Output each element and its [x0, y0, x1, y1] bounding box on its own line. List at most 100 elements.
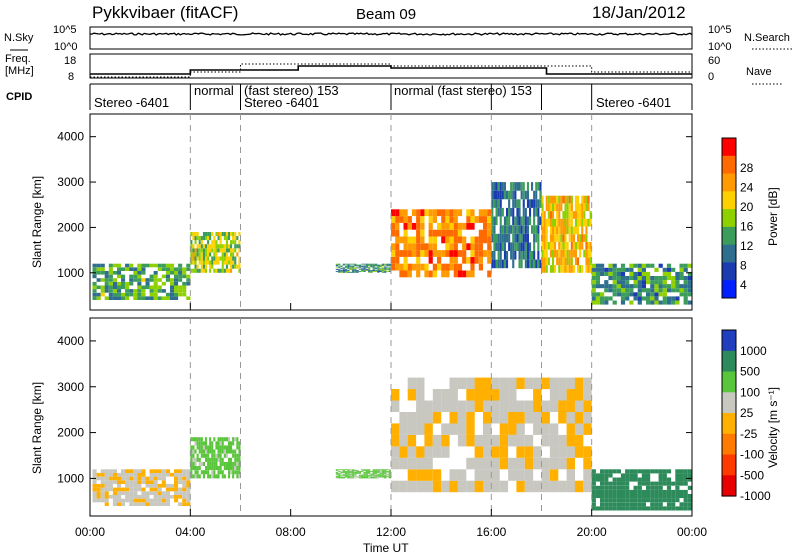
power-cell-0 — [108, 271, 113, 275]
power-cell-3 — [391, 229, 396, 237]
velocity-cell-1 — [190, 437, 193, 442]
power-cell-1 — [194, 252, 197, 257]
velocity-cell-0 — [157, 498, 162, 503]
velocity-cell-4 — [662, 473, 667, 478]
power-ytick-label-1: 3000 — [57, 175, 84, 189]
velocity-cell-1 — [211, 470, 214, 475]
velocity-cell-3 — [407, 446, 417, 458]
velocity-cell-2 — [349, 472, 352, 474]
power-cell-6 — [654, 280, 659, 285]
power-cell-5 — [549, 226, 552, 235]
power-cell-2 — [381, 271, 385, 273]
velocity-cell-0 — [145, 502, 150, 506]
power-cell-2 — [335, 269, 339, 271]
velocity-cell-0 — [100, 494, 105, 499]
power-cell-3 — [391, 222, 396, 230]
power-cell-3 — [411, 209, 417, 217]
velocity-tick-1: 500 — [740, 365, 760, 379]
power-cell-1 — [223, 232, 226, 237]
power-cell-2 — [365, 269, 368, 271]
velocity-cell-1 — [230, 457, 233, 462]
power-cell-6 — [595, 276, 600, 281]
power-cell-4 — [531, 182, 534, 191]
power-cell-3 — [466, 256, 471, 264]
velocity-cell-1 — [238, 470, 241, 475]
power-cell-2 — [386, 269, 389, 271]
velocity-cell-2 — [368, 472, 371, 474]
power-cell-5 — [564, 249, 567, 258]
velocity-cell-0 — [153, 487, 158, 492]
velocity-cell-3 — [449, 412, 458, 424]
power-cell-5 — [581, 234, 584, 242]
power-cell-2 — [361, 263, 364, 265]
velocity-cell-1 — [190, 461, 193, 466]
power-cell-5 — [558, 218, 561, 227]
velocity-cell-3 — [558, 446, 567, 458]
velocity-cell-0 — [112, 480, 117, 484]
power-cell-3 — [395, 263, 400, 271]
power-cell-2 — [377, 269, 380, 271]
power-cell-5 — [589, 257, 592, 266]
cpid-mode-4: normal (fast stereo) 153 — [394, 83, 532, 98]
power-cell-2 — [377, 270, 380, 271]
velocity-cell-0 — [121, 491, 126, 495]
velocity-cell-4 — [679, 506, 684, 511]
velocity-cell-4 — [658, 485, 663, 490]
power-cell-6 — [658, 288, 663, 293]
power-cell-3 — [474, 216, 479, 223]
power-cell-2 — [377, 265, 380, 267]
power-cell-3 — [407, 243, 412, 251]
power-cell-5 — [547, 211, 550, 219]
power-cell-3 — [437, 256, 442, 264]
velocity-cell-0 — [178, 476, 183, 481]
velocity-cell-2 — [354, 473, 357, 475]
power-cell-5 — [556, 203, 559, 212]
velocity-cell-4 — [620, 502, 626, 507]
power-cell-0 — [137, 289, 142, 293]
velocity-cell-4 — [612, 485, 617, 490]
freq-tick-bottom: 8 — [68, 71, 74, 83]
velocity-cell-1 — [236, 474, 239, 479]
power-cell-6 — [633, 292, 638, 297]
velocity-cell-2 — [365, 472, 368, 474]
velocity-cell-4 — [646, 485, 651, 490]
power-cell-5 — [577, 226, 580, 235]
power-cell-6 — [608, 263, 613, 268]
power-cell-3 — [420, 250, 425, 257]
power-cell-2 — [338, 270, 341, 271]
velocity-cell-3 — [491, 457, 500, 470]
velocity-cell-1 — [213, 453, 216, 458]
velocity-cell-3 — [541, 412, 550, 424]
power-cell-5 — [585, 249, 588, 258]
velocity-cell-0 — [108, 469, 113, 473]
velocity-cell-3 — [524, 434, 534, 447]
power-cell-2 — [340, 270, 343, 271]
power-cell-5 — [560, 234, 563, 242]
power-cell-4 — [512, 242, 515, 251]
velocity-cell-3 — [416, 389, 425, 401]
power-cell-4 — [497, 207, 500, 217]
power-cell-6 — [650, 292, 655, 297]
velocity-cell-1 — [194, 457, 197, 462]
velocity-cell-2 — [374, 473, 378, 475]
power-cell-4 — [533, 225, 536, 234]
velocity-cell-2 — [377, 474, 380, 476]
power-cell-5 — [585, 234, 588, 242]
power-cell-2 — [363, 271, 366, 272]
velocity-cell-2 — [379, 472, 382, 473]
power-tick-4: 12 — [740, 239, 754, 253]
velocity-cell-3 — [516, 400, 525, 412]
power-cell-5 — [568, 218, 571, 227]
power-cell-6 — [591, 271, 596, 276]
power-cell-0 — [129, 263, 134, 268]
velocity-cell-1 — [225, 453, 228, 458]
power-cell-6 — [646, 271, 651, 276]
velocity-cell-0 — [129, 487, 134, 492]
velocity-cell-1 — [225, 445, 228, 450]
velocity-cell-4 — [683, 489, 688, 494]
power-cell-6 — [633, 296, 638, 301]
power-cell-1 — [215, 260, 218, 265]
power-cell-6 — [666, 296, 672, 301]
power-cell-2 — [361, 268, 364, 270]
velocity-cell-2 — [351, 477, 355, 479]
